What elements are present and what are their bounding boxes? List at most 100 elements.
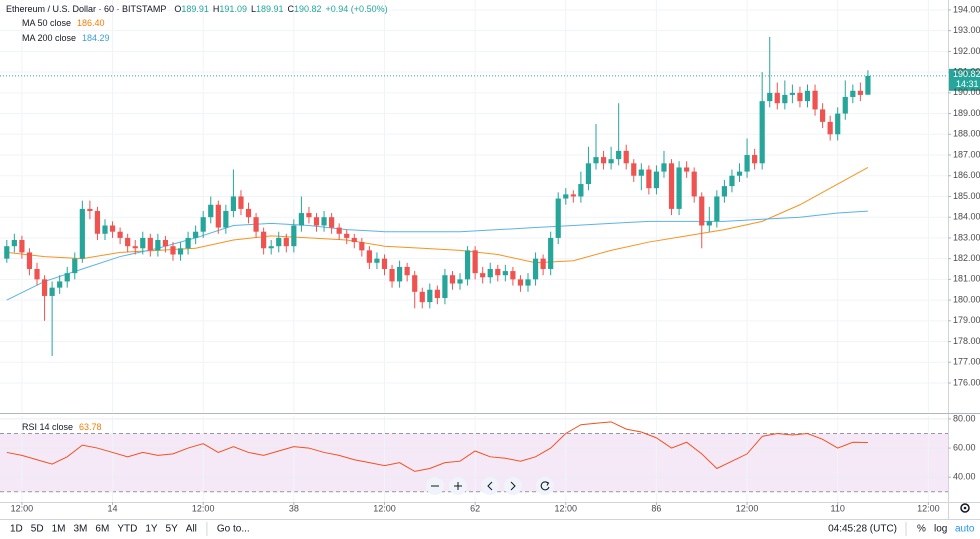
rsi-name: RSI 14 close bbox=[22, 422, 73, 432]
candle-body bbox=[11, 239, 17, 247]
x-tick-label: 12:00 bbox=[373, 503, 396, 513]
range-button[interactable]: YTD bbox=[117, 524, 137, 535]
ma200-value: 184.29 bbox=[82, 33, 110, 43]
ma50-name: MA 50 close bbox=[22, 18, 71, 28]
candle-body bbox=[109, 225, 116, 232]
auto-button[interactable]: auto bbox=[955, 524, 975, 535]
candle-body bbox=[555, 198, 561, 238]
candle-body bbox=[540, 258, 546, 270]
candle-body bbox=[457, 279, 463, 284]
x-tick-label: 12:00 bbox=[917, 503, 940, 513]
grid-layer bbox=[0, 0, 948, 502]
text-layer: Ethereum / U.S. Dollar · 60 · BITSTAMP O1… bbox=[6, 4, 980, 513]
candle-body bbox=[34, 269, 40, 280]
candle-body bbox=[684, 167, 690, 172]
percent-button[interactable]: % bbox=[917, 524, 926, 535]
change: +0.94 (+0.50%) bbox=[326, 4, 388, 14]
legend-symbol: Ethereum / U.S. Dollar · 60 · BITSTAMP O1… bbox=[6, 4, 388, 14]
range-button[interactable]: 1M bbox=[52, 524, 66, 535]
candle-body bbox=[480, 273, 486, 278]
range-button[interactable]: All bbox=[186, 524, 197, 535]
ohlc-value: 189.91 bbox=[181, 4, 209, 14]
candle-body bbox=[774, 92, 780, 104]
ohlc-value: 190.82 bbox=[294, 4, 322, 14]
candle-body bbox=[193, 231, 199, 238]
candle-body bbox=[200, 217, 206, 232]
candle-body bbox=[532, 258, 539, 280]
y-tick-label: 183.00 bbox=[953, 232, 980, 242]
candle-body bbox=[714, 196, 720, 222]
range-button[interactable]: 5D bbox=[31, 524, 44, 535]
x-tick-label: 62 bbox=[470, 503, 480, 513]
candle-body bbox=[782, 94, 788, 104]
candle-body bbox=[26, 252, 33, 270]
legend-rsi: RSI 14 close 63.78 bbox=[22, 422, 102, 432]
candle-body bbox=[72, 258, 78, 274]
candle-body bbox=[752, 155, 758, 164]
reset-button[interactable] bbox=[536, 477, 554, 495]
candle-body bbox=[223, 210, 229, 228]
range-button[interactable]: 5Y bbox=[166, 524, 179, 535]
scroll-right-button[interactable] bbox=[504, 477, 522, 495]
candle-body bbox=[404, 266, 410, 276]
candle-body bbox=[344, 233, 350, 238]
toolbar: 1D 5D 1M 3M 6M YTD 1Y 5Y All Go to... 04:45:28 (UT… bbox=[10, 522, 975, 536]
candle-body bbox=[49, 287, 55, 296]
log-button[interactable]: log bbox=[934, 524, 947, 535]
zoom-in-button[interactable] bbox=[449, 477, 467, 495]
candle-body bbox=[827, 121, 833, 135]
x-tick-label: 12:00 bbox=[555, 503, 578, 513]
candle-body bbox=[797, 92, 803, 102]
candle-body bbox=[502, 271, 508, 276]
x-tick-label: 12:00 bbox=[11, 503, 34, 513]
zoom-out-button[interactable] bbox=[426, 477, 444, 495]
candle-body bbox=[623, 150, 629, 164]
candle-body bbox=[427, 289, 433, 303]
y-tick-label: 60.00 bbox=[953, 442, 976, 452]
candle-body bbox=[668, 163, 675, 209]
range-button[interactable]: 1Y bbox=[145, 524, 158, 535]
indicator-line bbox=[6, 421, 868, 472]
scroll-left-button[interactable] bbox=[481, 477, 499, 495]
range-button[interactable]: 6M bbox=[95, 524, 109, 535]
candle-body bbox=[676, 167, 682, 209]
legend-ma200: MA 200 close 184.29 bbox=[22, 33, 110, 43]
settings-button[interactable] bbox=[960, 503, 970, 513]
goto-button[interactable]: Go to... bbox=[217, 524, 250, 535]
y-tick-label: 179.00 bbox=[953, 315, 980, 325]
y-tick-label: 181.00 bbox=[953, 274, 980, 284]
candle-body bbox=[298, 213, 304, 226]
y-tick-label: 188.00 bbox=[953, 129, 980, 139]
y-tick-label: 80.00 bbox=[953, 413, 976, 423]
candle-body bbox=[245, 208, 252, 218]
candle-body bbox=[510, 271, 516, 280]
candle-body bbox=[268, 246, 274, 249]
candle-body bbox=[721, 186, 728, 197]
y-tick-label: 187.00 bbox=[953, 149, 980, 159]
ohlc-key: C bbox=[288, 4, 295, 14]
candle-body bbox=[850, 90, 856, 97]
candle-body bbox=[804, 90, 811, 102]
y-tick-label: 40.00 bbox=[953, 472, 976, 482]
candle-body bbox=[653, 171, 660, 189]
range-button[interactable]: 3M bbox=[74, 524, 88, 535]
candle-body bbox=[563, 194, 569, 199]
range-button[interactable]: 1D bbox=[10, 524, 23, 535]
candle-body bbox=[616, 150, 622, 160]
candle-body bbox=[699, 196, 705, 226]
candle-body bbox=[472, 250, 478, 274]
candle-body bbox=[812, 90, 818, 110]
candle-body bbox=[155, 239, 161, 251]
candle-body bbox=[79, 208, 85, 259]
candle-body bbox=[525, 279, 531, 286]
candle-body bbox=[578, 184, 584, 197]
candle-body bbox=[389, 269, 395, 282]
x-tick-label: 12:00 bbox=[736, 503, 759, 513]
candle-body bbox=[434, 289, 440, 299]
candle-body bbox=[600, 157, 607, 164]
candle-body bbox=[125, 237, 131, 247]
candle-body bbox=[442, 275, 448, 299]
ohlc-key: H bbox=[213, 4, 220, 14]
rsi-band bbox=[0, 433, 948, 492]
